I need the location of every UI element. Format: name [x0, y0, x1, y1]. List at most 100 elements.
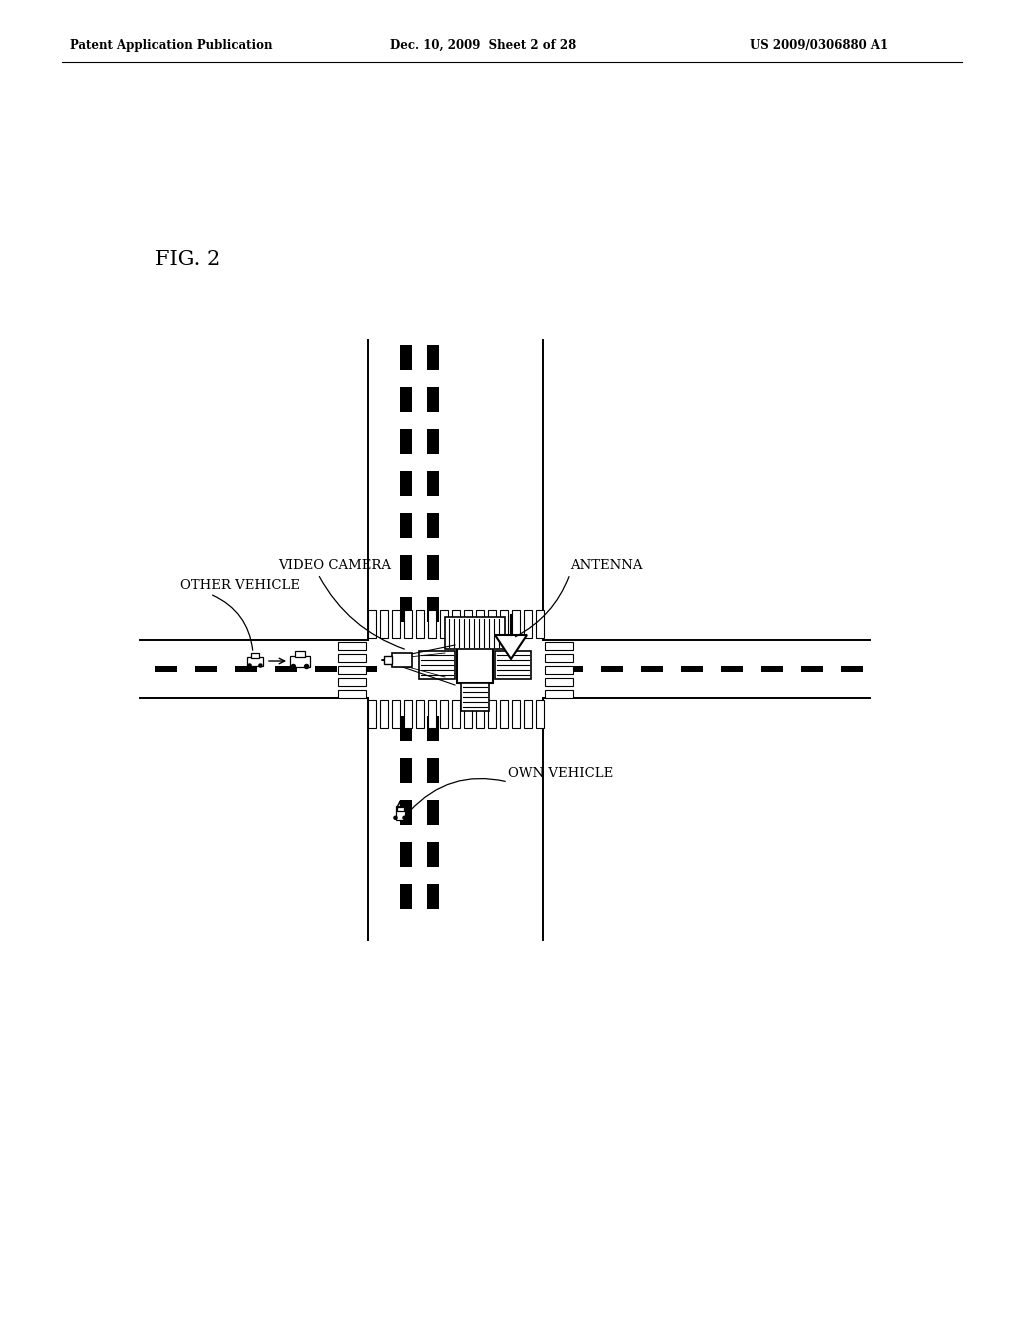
Bar: [416, 610, 424, 638]
Bar: [841, 667, 863, 672]
Bar: [545, 642, 573, 649]
Bar: [488, 700, 496, 729]
Bar: [461, 682, 489, 711]
Bar: [338, 653, 366, 663]
Bar: [427, 554, 439, 579]
Bar: [416, 700, 424, 729]
Bar: [400, 345, 412, 370]
Bar: [601, 667, 623, 672]
Text: Patent Application Publication: Patent Application Publication: [70, 40, 272, 51]
Bar: [761, 667, 783, 672]
Bar: [427, 387, 439, 412]
Bar: [247, 656, 263, 665]
Bar: [315, 667, 337, 672]
Bar: [427, 345, 439, 370]
Bar: [404, 610, 412, 638]
Text: ANTENNA: ANTENNA: [570, 558, 642, 572]
Bar: [251, 653, 259, 657]
Bar: [380, 610, 388, 638]
Bar: [512, 700, 520, 729]
Text: Dec. 10, 2009  Sheet 2 of 28: Dec. 10, 2009 Sheet 2 of 28: [390, 40, 577, 51]
Text: OTHER VEHICLE: OTHER VEHICLE: [180, 579, 300, 591]
Bar: [427, 758, 439, 783]
Polygon shape: [495, 635, 527, 659]
Bar: [427, 597, 439, 622]
Text: FIG. 2: FIG. 2: [155, 249, 220, 269]
Bar: [290, 656, 310, 667]
Bar: [512, 610, 520, 638]
Bar: [536, 610, 544, 638]
Bar: [440, 610, 449, 638]
Bar: [452, 610, 460, 638]
Bar: [355, 667, 377, 672]
Bar: [476, 610, 484, 638]
Bar: [445, 616, 505, 649]
Bar: [452, 700, 460, 729]
Bar: [545, 678, 573, 686]
Bar: [400, 429, 412, 454]
Bar: [338, 667, 366, 675]
Circle shape: [248, 663, 252, 668]
Bar: [295, 651, 305, 656]
Bar: [338, 642, 366, 649]
Bar: [400, 842, 412, 867]
Bar: [427, 429, 439, 454]
Bar: [380, 700, 388, 729]
Bar: [392, 700, 400, 729]
Bar: [561, 667, 583, 672]
Circle shape: [402, 816, 407, 820]
Bar: [384, 656, 392, 664]
Bar: [641, 667, 663, 672]
Bar: [400, 471, 412, 496]
Bar: [428, 610, 436, 638]
Bar: [500, 700, 508, 729]
Bar: [392, 653, 412, 667]
Bar: [427, 800, 439, 825]
Bar: [400, 715, 412, 741]
Bar: [801, 667, 823, 672]
Bar: [155, 667, 177, 672]
Bar: [275, 667, 297, 672]
Bar: [400, 800, 412, 825]
Bar: [400, 758, 412, 783]
Bar: [457, 647, 493, 682]
Bar: [427, 884, 439, 909]
Bar: [404, 700, 412, 729]
Bar: [545, 690, 573, 698]
Bar: [338, 690, 366, 698]
Bar: [545, 667, 573, 675]
Bar: [400, 387, 412, 412]
Circle shape: [291, 664, 296, 669]
Bar: [195, 667, 217, 672]
Bar: [392, 610, 400, 638]
Bar: [536, 700, 544, 729]
Bar: [234, 667, 257, 672]
Bar: [681, 667, 703, 672]
Bar: [428, 700, 436, 729]
Bar: [545, 653, 573, 663]
Bar: [368, 700, 376, 729]
Bar: [400, 884, 412, 909]
Bar: [524, 700, 532, 729]
Bar: [400, 513, 412, 539]
Bar: [440, 700, 449, 729]
Bar: [368, 610, 376, 638]
Bar: [400, 554, 412, 579]
Circle shape: [393, 816, 397, 820]
Bar: [427, 471, 439, 496]
Bar: [395, 805, 404, 820]
Bar: [427, 842, 439, 867]
Circle shape: [258, 663, 262, 668]
Bar: [396, 807, 403, 810]
Bar: [464, 610, 472, 638]
Bar: [419, 651, 455, 678]
Circle shape: [304, 664, 309, 669]
Bar: [721, 667, 743, 672]
Text: OWN VEHICLE: OWN VEHICLE: [508, 767, 613, 780]
Bar: [464, 700, 472, 729]
Bar: [488, 610, 496, 638]
Text: US 2009/0306880 A1: US 2009/0306880 A1: [750, 40, 888, 51]
Bar: [476, 700, 484, 729]
Text: VIDEO CAMERA: VIDEO CAMERA: [278, 558, 391, 572]
Bar: [500, 610, 508, 638]
